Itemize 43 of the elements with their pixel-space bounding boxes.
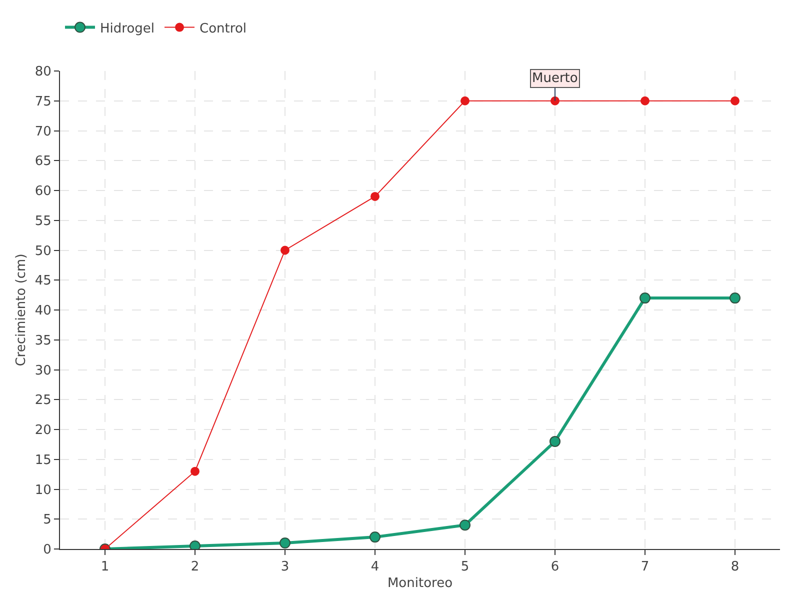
y-tick-label: 75 [34, 94, 52, 110]
y-tick-label: 10 [34, 482, 52, 498]
y-tick-label: 70 [34, 124, 52, 140]
y-tick-label: 50 [34, 244, 52, 259]
y-tick-label: 20 [34, 423, 52, 438]
x-tick-label: 2 [190, 560, 200, 575]
point [550, 436, 560, 447]
y-tick-label: 30 [34, 363, 52, 378]
y-tick-label: 60 [34, 184, 52, 200]
point [460, 520, 470, 531]
point [730, 292, 740, 304]
point [370, 192, 380, 201]
y-axis-title: Crecimiento (cm) [14, 254, 29, 366]
x-tick-label: 5 [460, 560, 470, 575]
point [640, 96, 650, 106]
legend-label: Control [200, 21, 247, 36]
legend-label: Hidrogel [100, 21, 155, 36]
y-tick-label: 40 [34, 304, 52, 319]
x-tick-label: 3 [280, 560, 290, 575]
point [280, 246, 290, 255]
point [370, 532, 380, 543]
point [550, 96, 560, 106]
y-tick-label: 5 [43, 512, 52, 528]
x-tick-label: 8 [730, 560, 740, 575]
point [640, 292, 650, 304]
x-tick-label: 7 [640, 560, 650, 575]
point [280, 538, 290, 549]
x-tick-label: 4 [370, 560, 380, 575]
x-axis-title: Monitoreo [387, 576, 453, 592]
point [460, 96, 470, 106]
y-tick-label: 45 [34, 274, 52, 289]
point [190, 466, 200, 476]
point [730, 96, 740, 106]
y-tick-label: 35 [34, 333, 52, 348]
x-tick-label: 6 [550, 560, 560, 575]
annotation: Muerto [532, 71, 578, 86]
x-tick-label: 1 [100, 560, 110, 575]
y-tick-label: 15 [34, 452, 52, 468]
y-tick-label: 25 [34, 393, 52, 408]
y-tick-label: 65 [34, 154, 52, 170]
y-tick-label: 0 [43, 542, 52, 558]
y-tick-label: 55 [34, 214, 52, 229]
y-tick-label: 80 [34, 64, 52, 80]
